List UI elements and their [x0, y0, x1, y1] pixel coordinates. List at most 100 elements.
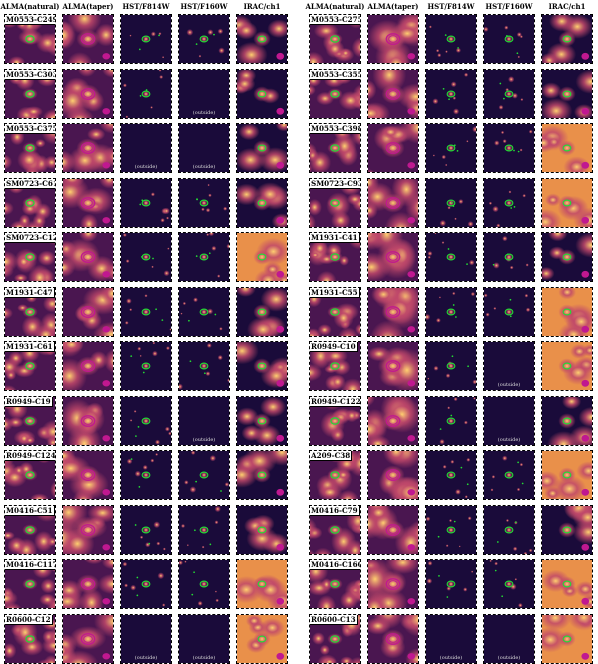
cutout-panel [120, 177, 172, 228]
cutout-panel [236, 559, 288, 609]
outside-note: (outside) [439, 654, 463, 661]
source-id-label: R0600-C13 [310, 614, 358, 625]
cutout-panel: M0416-C117 [4, 559, 56, 609]
cutout-panel: (outside) [483, 613, 535, 664]
cutout-panel [367, 341, 419, 391]
cutout-panel [236, 123, 288, 173]
cutout-panel: M0416-C160 [309, 559, 361, 609]
cutout-image [542, 505, 592, 554]
cutout-panel [120, 68, 172, 119]
cutout-panel [178, 504, 230, 555]
cutout-image [63, 15, 113, 63]
cutout-image [121, 287, 171, 336]
cutout-panel: M0553-C375 [4, 123, 56, 173]
cutout-image [121, 396, 171, 445]
cutout-image [63, 614, 113, 663]
source-id-label: SM0723-C93 [310, 178, 360, 189]
cutout-panel: R0949-C19 [4, 395, 56, 446]
cutout-panel [425, 286, 477, 337]
cutout-image [368, 287, 418, 336]
cutout-panel [541, 504, 593, 555]
source-id-label: R0949-C19 [5, 396, 53, 407]
cutout-panel [367, 286, 419, 337]
cutout-image [542, 178, 592, 227]
cutout-image [542, 396, 592, 445]
cutout-image [63, 287, 113, 336]
cutout-panel [120, 559, 172, 609]
cutout-image [426, 124, 476, 172]
cutout-image [121, 342, 171, 390]
cutout-panel [120, 395, 172, 446]
cutout-image [179, 178, 229, 227]
cutout-panel [425, 177, 477, 228]
cutout-image [368, 342, 418, 390]
cutout-image [426, 451, 476, 499]
cutout-panel [62, 177, 114, 228]
cutout-panel: R0949-C122 [309, 395, 361, 446]
cutout-panel: (outside) [120, 613, 172, 664]
cutout-panel [178, 14, 230, 64]
cutout-panel [367, 232, 419, 282]
cutout-image [63, 124, 113, 172]
cutout-panel [425, 559, 477, 609]
cutout-image [542, 342, 592, 390]
cutout-panel: A209-C38 [309, 450, 361, 500]
cutout-image [368, 233, 418, 281]
cutout-panel [178, 450, 230, 500]
cutout-image [237, 233, 287, 281]
cutout-panel [236, 613, 288, 664]
cutout-panel [236, 341, 288, 391]
source-id-label: R0949-C10 [310, 342, 358, 352]
source-id-label: M1931-C47 [5, 287, 55, 298]
cutout-panel [425, 450, 477, 500]
cutout-panel [483, 450, 535, 500]
cutout-image [368, 505, 418, 554]
cutout-panel: M1931-C41 [309, 232, 361, 282]
cutout-panel: M0416-C79 [309, 504, 361, 555]
cutout-panel [178, 341, 230, 391]
outside-note: (outside) [497, 436, 521, 443]
cutout-image [426, 287, 476, 336]
cutout-image [179, 15, 229, 63]
source-id-label: M0416-C79 [310, 505, 360, 516]
cutout-image [179, 342, 229, 390]
cutout-panel: M1931-C61 [4, 341, 56, 391]
cutout-image [121, 69, 171, 118]
cutout-panel [236, 395, 288, 446]
cutout-panel [62, 232, 114, 282]
cutout-image [179, 124, 229, 172]
cutout-panel [425, 123, 477, 173]
cutout-panel: M0553-C303 [4, 68, 56, 119]
cutout-image [484, 342, 534, 390]
cutout-image [63, 233, 113, 281]
cutout-panel: (outside) [483, 395, 535, 446]
cutout-image [237, 560, 287, 608]
cutout-panel: M1931-C47 [4, 286, 56, 337]
cutout-image [368, 560, 418, 608]
cutout-panel [425, 504, 477, 555]
cutout-panel [425, 14, 477, 64]
cutout-image [121, 614, 171, 663]
cutout-image [237, 15, 287, 63]
column-header: HST/F160W [180, 2, 228, 11]
cutout-panel [236, 68, 288, 119]
cutout-panel: R0949-C124 [4, 450, 56, 500]
cutout-image [542, 287, 592, 336]
cutout-image [237, 287, 287, 336]
cutout-image [368, 396, 418, 445]
cutout-panel [425, 68, 477, 119]
column-header: ALMA(taper) [367, 2, 419, 11]
cutout-panel [236, 450, 288, 500]
cutout-panel [541, 68, 593, 119]
cutout-panel [367, 123, 419, 173]
cutout-panel [120, 232, 172, 282]
cutout-image [426, 69, 476, 118]
cutout-image [426, 560, 476, 608]
cutout-panel [541, 613, 593, 664]
cutout-panel [62, 14, 114, 64]
cutout-image [368, 614, 418, 663]
cutout-panel: SM0723-C61 [4, 177, 56, 228]
cutout-image [121, 505, 171, 554]
column-header: IRAC/ch1 [243, 2, 281, 11]
cutout-panel [62, 613, 114, 664]
